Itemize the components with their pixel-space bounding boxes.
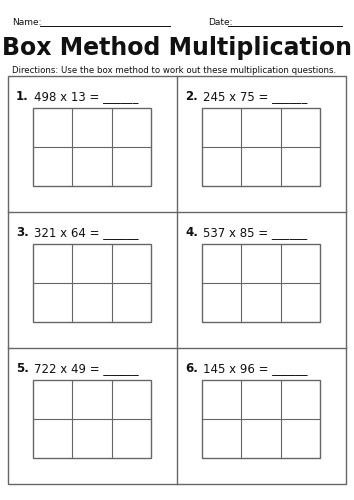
Bar — [33, 244, 151, 322]
Text: 3.: 3. — [16, 226, 29, 239]
Bar — [202, 244, 320, 322]
Bar — [8, 76, 346, 484]
Text: 2.: 2. — [185, 90, 198, 103]
Text: Directions: Use the box method to work out these multiplication questions.: Directions: Use the box method to work o… — [12, 66, 336, 75]
Text: 4.: 4. — [185, 226, 198, 239]
Text: 722 x 49 = ______: 722 x 49 = ______ — [34, 362, 139, 375]
Text: 321 x 64 = ______: 321 x 64 = ______ — [34, 226, 138, 239]
Bar — [202, 108, 320, 186]
Text: 245 x 75 = ______: 245 x 75 = ______ — [203, 90, 307, 103]
Text: 5.: 5. — [16, 362, 29, 375]
Text: 6.: 6. — [185, 362, 198, 375]
Bar — [33, 380, 151, 458]
Text: Box Method Multiplication: Box Method Multiplication — [2, 36, 352, 60]
Text: 498 x 13 = ______: 498 x 13 = ______ — [34, 90, 138, 103]
Text: Name:: Name: — [12, 18, 41, 27]
Text: Date:: Date: — [208, 18, 233, 27]
Text: 537 x 85 = ______: 537 x 85 = ______ — [203, 226, 307, 239]
Text: 145 x 96 = ______: 145 x 96 = ______ — [203, 362, 308, 375]
Bar — [33, 108, 151, 186]
Text: 1.: 1. — [16, 90, 29, 103]
Bar — [202, 380, 320, 458]
